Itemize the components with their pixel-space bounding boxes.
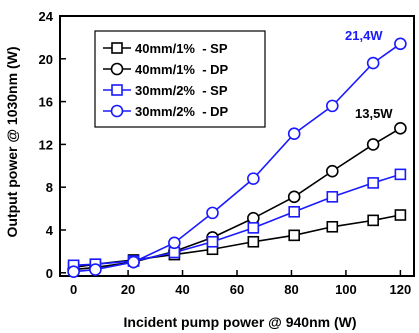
data-point — [326, 220, 339, 233]
x-tick-label: 0 — [70, 282, 77, 297]
series-line — [73, 127, 401, 271]
data-point — [206, 235, 219, 248]
series-layer — [67, 37, 407, 279]
data-point — [288, 206, 300, 218]
axes: 0 20 40 60 80 100 120 0 4 8 12 16 20 24 — [39, 9, 415, 297]
series-line — [73, 173, 401, 267]
x-tick-label: 60 — [230, 282, 244, 297]
data-point — [366, 138, 380, 151]
series-0 — [67, 209, 407, 274]
legend-label: 30mm/2% - DP — [135, 104, 229, 119]
data-point — [394, 168, 407, 181]
data-point — [394, 37, 407, 51]
x-tick-label: 20 — [121, 282, 135, 297]
legend-label: 40mm/1% - SP — [135, 41, 228, 56]
legend: 40mm/1% - SP 40mm/1% - DP 30mm/2% - SP 30mm… — [94, 30, 266, 128]
data-point — [247, 235, 260, 248]
x-tick-label: 120 — [390, 282, 412, 297]
annotation-peak-black: 13,5W — [355, 106, 393, 121]
series-3 — [67, 37, 407, 279]
data-point — [326, 164, 339, 178]
series-1 — [67, 122, 407, 276]
data-point — [127, 255, 140, 269]
data-point — [367, 214, 379, 227]
y-axis-label: Output power @ 1030nm (W) — [4, 47, 20, 238]
data-point — [247, 222, 260, 234]
data-point — [326, 191, 339, 203]
data-point — [326, 99, 339, 113]
data-point — [89, 263, 102, 276]
data-point — [394, 209, 407, 221]
legend-marker — [110, 62, 124, 76]
legend-label: 40mm/1% - DP — [135, 62, 229, 77]
x-tick-label: 100 — [335, 282, 357, 297]
x-tick-label: 40 — [175, 282, 189, 297]
y-tick-label: 8 — [46, 180, 53, 195]
annotation-peak-blue: 21,4W — [345, 28, 383, 43]
data-point — [67, 265, 80, 279]
legend-marker — [110, 104, 124, 118]
data-point — [247, 172, 260, 185]
data-point — [168, 236, 181, 250]
series-line — [73, 43, 401, 273]
series-line — [73, 214, 401, 269]
y-tick-label: 24 — [39, 9, 54, 24]
legend-label: 30mm/2% - SP — [135, 83, 228, 98]
data-point — [366, 56, 380, 70]
x-axis-label: Incident pump power @ 940nm (W) — [124, 314, 357, 330]
y-tick-label: 4 — [46, 223, 54, 238]
y-tick-label: 0 — [46, 266, 53, 281]
y-tick-label: 16 — [39, 95, 53, 110]
data-point — [206, 206, 219, 220]
data-point — [287, 127, 301, 140]
y-tick-label: 20 — [39, 52, 53, 67]
x-tick-label: 80 — [284, 282, 298, 297]
data-point — [287, 190, 301, 204]
legend-marker — [111, 84, 123, 96]
data-point — [367, 177, 379, 189]
data-point — [394, 122, 407, 135]
data-point — [288, 229, 300, 242]
series-2 — [67, 168, 407, 272]
legend-marker — [111, 42, 123, 54]
y-tick-label: 12 — [39, 137, 53, 152]
